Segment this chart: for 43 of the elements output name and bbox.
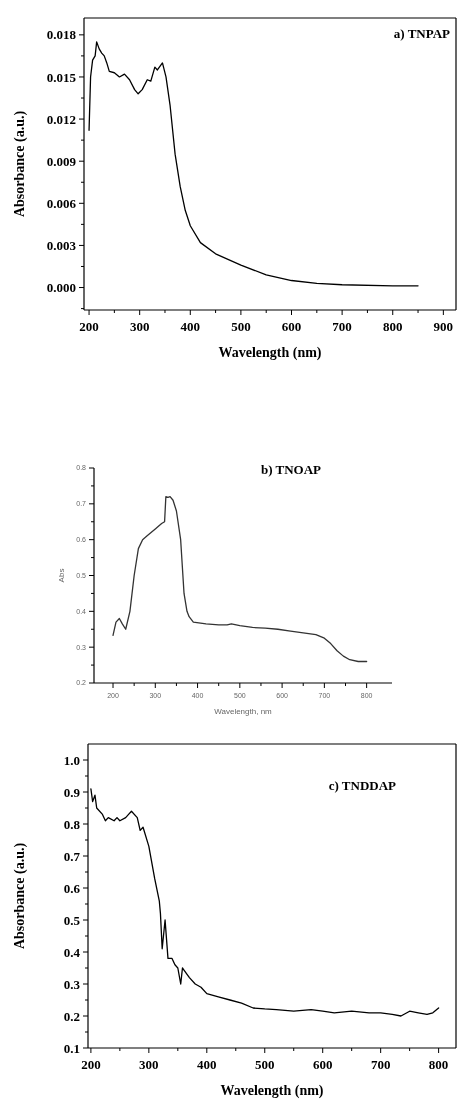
x-tick-label: 600 [312,1057,333,1072]
y-tick-label: 0.3 [63,976,81,992]
x-tick-label: 700 [332,319,352,334]
x-tick-label: 500 [231,319,251,334]
x-tick-label: 400 [197,1057,217,1072]
x-tick-label: 900 [433,319,454,334]
x-tick-label: 300 [129,319,150,334]
x-tick-label: 400 [180,319,201,334]
x-tick-label: 600 [281,319,302,334]
y-axis-title: Absorbance (a.u.) [12,842,28,950]
x-tick-label: 800 [428,1057,449,1072]
y-tick-label: 0.4 [63,944,81,960]
text: a) TNPAP [393,26,451,41]
y-tick-label: 0.015 [46,69,77,85]
x-tick-label: 300 [139,1057,159,1072]
y-tick-label: 0.9 [63,784,81,800]
x-axis-title: Wavelength (nm) [218,345,322,361]
x-tick-label: 700 [370,1057,391,1072]
x-tick-label: 200 [79,319,99,334]
y-tick-label: 0.5 [63,912,81,928]
x-tick-label: 500 [255,1057,275,1072]
line-series [88,41,419,287]
x-tick-label: 200 [81,1057,101,1072]
line-series [112,496,368,663]
y-tick-label: 0.8 [63,816,81,832]
y-tick-label: 0.000 [46,280,76,296]
x-axis-title: Wavelength, nm [214,707,273,716]
y-axis-title: Abs [57,568,66,583]
y-tick-label: 0.018 [46,27,77,43]
y-tick-label: 0.7 [63,848,81,864]
y-tick-label: 0.1 [63,1040,80,1056]
y-tick-label: 0.6 [63,880,81,896]
y-tick-label: 0.006 [46,195,77,211]
y-axis-title: Absorbance (a.u.) [12,110,28,218]
y-tick-label: 0.2 [63,1008,80,1024]
y-tick-label: 1.0 [63,752,80,768]
y-tick-label: 0.009 [46,153,77,169]
y-tick-label: 0.012 [46,111,76,127]
chart-title: b) TNOAP [260,462,322,477]
y-tick-label: 0.003 [46,237,77,253]
x-axis-title: Wavelength (nm) [220,1083,324,1099]
x-tick-label: 800 [382,319,403,334]
text: c) TNDDAP [328,778,397,793]
